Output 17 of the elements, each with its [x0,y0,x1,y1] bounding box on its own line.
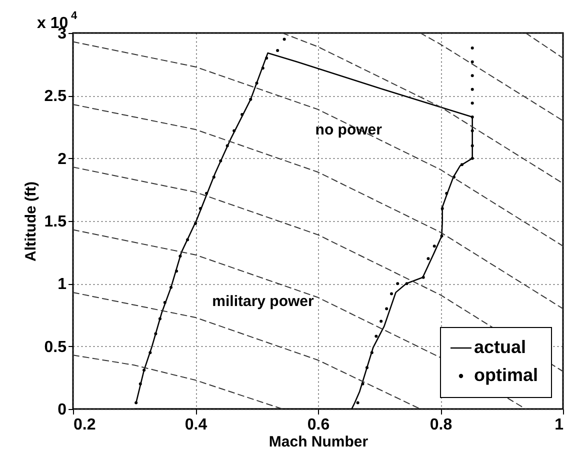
x-tick-label: 0.2 [74,416,96,434]
x-tick-label: 0.4 [184,416,208,434]
annotation: military power [212,293,314,310]
x-tick-label: 0.8 [430,416,452,434]
y-tick-label: 1 [58,276,67,294]
x-tick-label: 0.6 [307,416,330,434]
y-tick-label: 1.5 [44,214,67,230]
x-axis-title: Mach Number [268,434,368,450]
y-tick-label: 0.5 [44,338,67,356]
x-tick-label: 1 [554,416,564,434]
annotation: no power [315,122,382,139]
legend-label: optimal [474,365,538,385]
legend-label: actual [474,337,526,357]
y-tick-label: 2.5 [44,88,67,106]
y-axis-title: Altitude (ft) [22,182,40,262]
y-tick-label: 2 [58,150,67,168]
y-tick-label: 0 [58,402,67,418]
